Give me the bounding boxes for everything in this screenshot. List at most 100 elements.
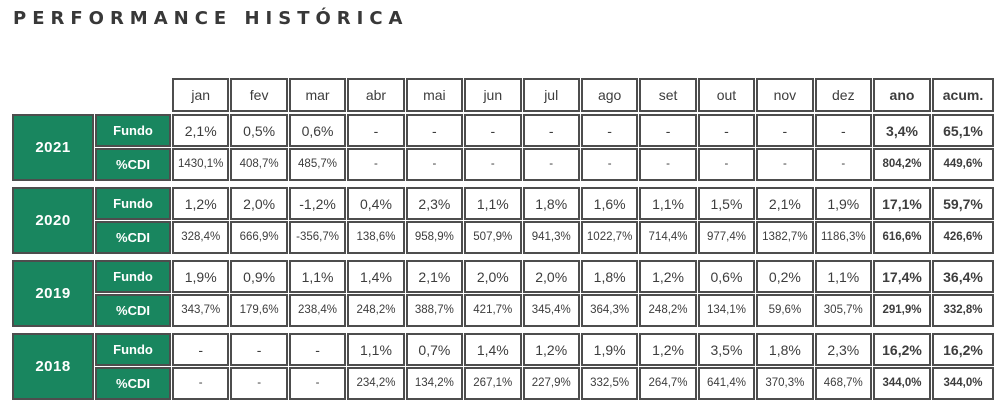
cell-2021-cdi-abr: - xyxy=(347,148,405,181)
year-block-2019: 2019 Fundo 1,9% 0,9% 1,1% 1,4% 2,1% 2,0% 2,0% 1,8… xyxy=(12,260,994,327)
cell-2018-fundo-fev: - xyxy=(230,333,288,366)
cell-2021-fundo-acum: 65,1% xyxy=(932,114,994,147)
column-header-jul: jul xyxy=(522,78,580,112)
cell-2018-fundo-out: 3,5% xyxy=(697,333,756,366)
column-header-acum: acum. xyxy=(932,78,994,112)
column-header-ano: ano xyxy=(873,78,931,112)
year-block-2018: 2018 Fundo - - -1,1% 0,7% 1,4% 1,2% 1,9% 1,2% 3,5%… xyxy=(12,333,994,400)
row-label-fundo-2021: Fundo xyxy=(95,114,171,147)
cell-2019-fundo-dez: 1,1% xyxy=(814,260,872,293)
row-label-cdi-2018: %CDI xyxy=(95,367,171,400)
cell-2021-cdi-jun: - xyxy=(464,148,522,181)
cell-2021-cdi-jan: 1430,1% xyxy=(172,148,230,181)
cell-2018-fundo-dez: 2,3% xyxy=(814,333,872,366)
cell-2018-cdi-nov: 370,3% xyxy=(756,367,814,400)
cell-2018-cdi-mai: 134,2% xyxy=(405,367,464,400)
cell-2019-cdi-acum: 332,8% xyxy=(932,294,994,327)
year-label-2021: 2021 xyxy=(12,114,94,181)
column-header-mar: mar xyxy=(288,78,347,112)
cell-2019-cdi-jul: 345,4% xyxy=(522,294,580,327)
cell-2018-cdi-dez: 468,7% xyxy=(814,367,872,400)
cell-2018-fundo-set: 1,2% xyxy=(639,333,697,366)
cell-2019-fundo-abr: 1,4% xyxy=(347,260,405,293)
cell-2019-fundo-mar: 1,1% xyxy=(288,260,347,293)
cell-2021-cdi-ano: 804,2% xyxy=(873,148,931,181)
cell-2018-cdi-jan: - xyxy=(172,367,230,400)
row-label-cdi-2019: %CDI xyxy=(95,294,171,327)
cell-2019-cdi-abr: 248,2% xyxy=(347,294,405,327)
cell-2021-cdi-fev: 408,7% xyxy=(230,148,288,181)
column-header-jan: jan xyxy=(172,78,230,112)
cell-2021-fundo-abr: - xyxy=(347,114,405,147)
cell-2020-cdi-abr: 138,6% xyxy=(347,221,405,254)
cell-2019-fundo-mai: 2,1% xyxy=(405,260,464,293)
row-label-fundo-2020: Fundo xyxy=(95,187,171,220)
cell-2021-cdi-ago: - xyxy=(580,148,639,181)
column-header-ago: ago xyxy=(580,78,639,112)
column-header-mai: mai xyxy=(405,78,464,112)
cell-2020-fundo-ano: 17,1% xyxy=(873,187,931,220)
cell-2021-cdi-out: - xyxy=(697,148,756,181)
table-header-row: jan fev mar abr mai jun jul ago set out nov dez ano a… xyxy=(12,78,994,112)
cell-2019-fundo-jan: 1,9% xyxy=(172,260,230,293)
cell-2018-fundo-ano: 16,2% xyxy=(873,333,931,366)
row-label-fundo-2018: Fundo xyxy=(95,333,171,366)
column-header-fev: fev xyxy=(230,78,288,112)
cell-2021-cdi-set: - xyxy=(639,148,697,181)
cell-2018-fundo-mai: 0,7% xyxy=(405,333,464,366)
cell-2020-cdi-jun: 507,9% xyxy=(464,221,522,254)
cell-2020-cdi-jul: 941,3% xyxy=(522,221,580,254)
column-header-set: set xyxy=(639,78,697,112)
cell-2021-cdi-jul: - xyxy=(522,148,580,181)
cell-2020-fundo-abr: 0,4% xyxy=(347,187,405,220)
cell-2020-fundo-acum: 59,7% xyxy=(932,187,994,220)
cell-2018-fundo-abr: 1,1% xyxy=(347,333,405,366)
cell-2020-cdi-acum: 426,6% xyxy=(932,221,994,254)
column-header-jun: jun xyxy=(464,78,522,112)
cell-2020-cdi-ano: 616,6% xyxy=(873,221,931,254)
cell-2020-fundo-mai: 2,3% xyxy=(405,187,464,220)
column-header-out: out xyxy=(697,78,756,112)
cell-2019-fundo-set: 1,2% xyxy=(639,260,697,293)
cell-2018-cdi-jun: 267,1% xyxy=(464,367,522,400)
cell-2020-cdi-jan: 328,4% xyxy=(172,221,230,254)
cell-2018-fundo-jul: 1,2% xyxy=(522,333,580,366)
cell-2020-cdi-ago: 1022,7% xyxy=(580,221,639,254)
cell-2019-cdi-set: 248,2% xyxy=(639,294,697,327)
table-body: 2021 Fundo 2,1% 0,5% 0,6% - - - - - - - - -3,4% 65,1%%… xyxy=(12,114,994,400)
cell-2021-fundo-mai: - xyxy=(405,114,464,147)
cell-2018-fundo-jan: - xyxy=(172,333,230,366)
cell-2018-fundo-jun: 1,4% xyxy=(464,333,522,366)
cell-2018-cdi-ago: 332,5% xyxy=(580,367,639,400)
cell-2018-fundo-ago: 1,9% xyxy=(580,333,639,366)
cell-2018-fundo-acum: 16,2% xyxy=(932,333,994,366)
cell-2018-fundo-mar: - xyxy=(288,333,347,366)
cell-2018-cdi-out: 641,4% xyxy=(697,367,756,400)
cell-2020-cdi-mar: -356,7% xyxy=(288,221,347,254)
cell-2020-fundo-nov: 2,1% xyxy=(756,187,814,220)
cell-2021-fundo-jun: - xyxy=(464,114,522,147)
performance-table: jan fev mar abr mai jun jul ago set out nov dez ano a… xyxy=(12,78,994,406)
cell-2019-fundo-out: 0,6% xyxy=(697,260,756,293)
cell-2021-cdi-acum: 449,6% xyxy=(932,148,994,181)
cell-2021-fundo-nov: - xyxy=(756,114,814,147)
cell-2019-cdi-out: 134,1% xyxy=(697,294,756,327)
cell-2018-cdi-jul: 227,9% xyxy=(522,367,580,400)
cell-2018-cdi-fev: - xyxy=(230,367,288,400)
year-label-2019: 2019 xyxy=(12,260,94,327)
cell-2020-cdi-nov: 1382,7% xyxy=(756,221,814,254)
column-header-abr: abr xyxy=(347,78,405,112)
year-label-2018: 2018 xyxy=(12,333,94,400)
cell-2020-cdi-set: 714,4% xyxy=(639,221,697,254)
cell-2019-fundo-nov: 0,2% xyxy=(756,260,814,293)
cell-2020-fundo-set: 1,1% xyxy=(639,187,697,220)
cell-2019-fundo-jun: 2,0% xyxy=(464,260,522,293)
cell-2019-fundo-fev: 0,9% xyxy=(230,260,288,293)
cell-2018-fundo-nov: 1,8% xyxy=(756,333,814,366)
header-spacer-label xyxy=(95,78,171,112)
row-label-cdi-2021: %CDI xyxy=(95,148,171,181)
cell-2018-cdi-mar: - xyxy=(288,367,347,400)
cell-2018-cdi-set: 264,7% xyxy=(639,367,697,400)
cell-2020-fundo-fev: 2,0% xyxy=(230,187,288,220)
cell-2021-cdi-mar: 485,7% xyxy=(288,148,347,181)
